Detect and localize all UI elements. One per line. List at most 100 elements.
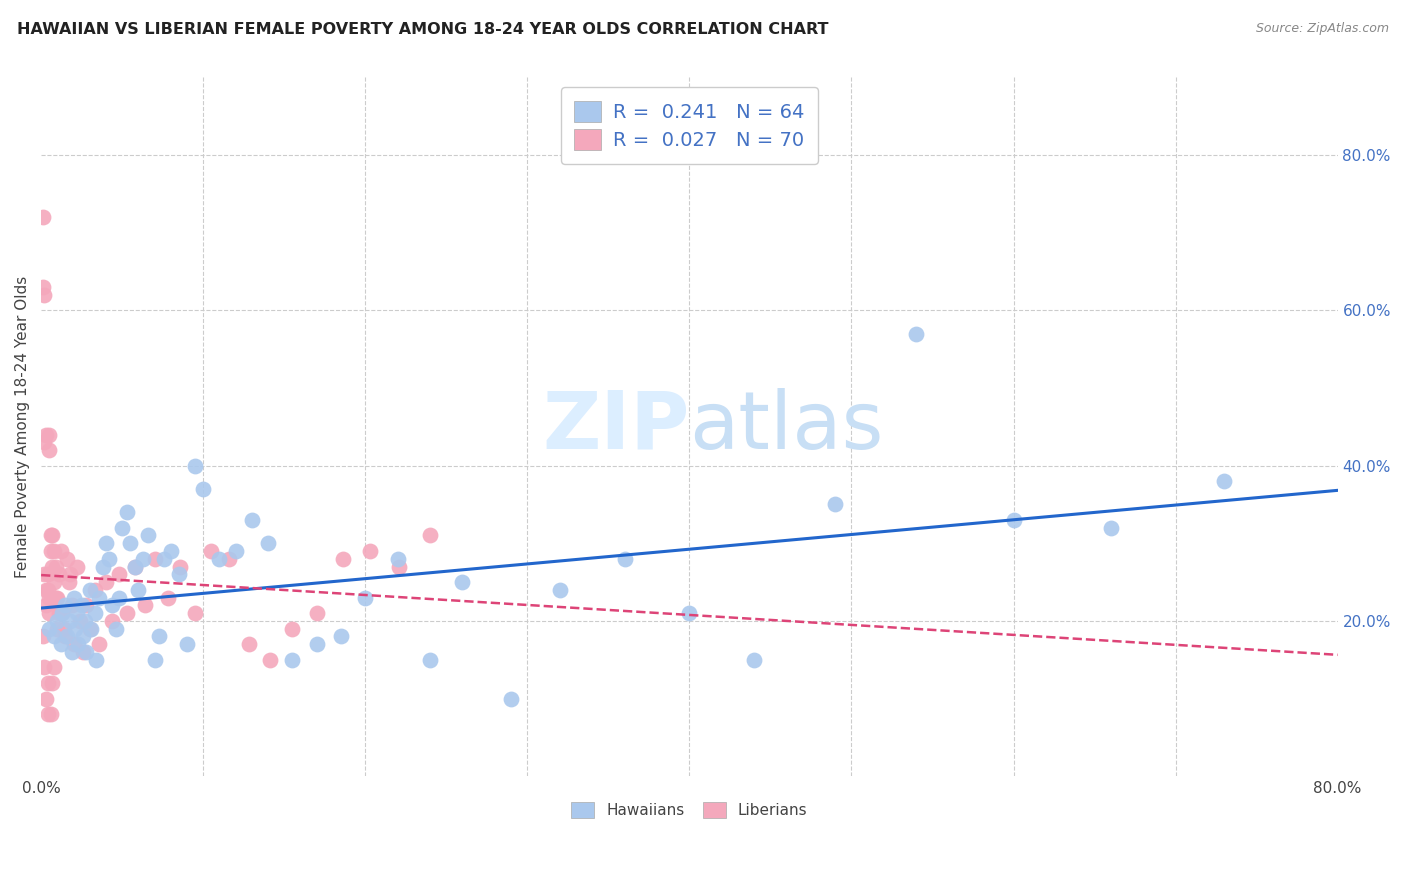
Point bbox=[62, 637, 84, 651]
Point bbox=[83, 582, 105, 597]
Point bbox=[42, 544, 65, 558]
Point bbox=[84, 653, 107, 667]
Point bbox=[59, 614, 82, 628]
Point bbox=[359, 544, 381, 558]
Point bbox=[184, 458, 207, 473]
Point bbox=[83, 606, 105, 620]
Point bbox=[41, 676, 63, 690]
Point bbox=[101, 599, 124, 613]
Point bbox=[62, 591, 84, 605]
Point bbox=[419, 528, 441, 542]
Point bbox=[38, 443, 60, 458]
Point bbox=[257, 536, 280, 550]
Point bbox=[39, 544, 62, 558]
Point bbox=[35, 427, 58, 442]
Point bbox=[76, 645, 98, 659]
Point bbox=[34, 660, 56, 674]
Point bbox=[451, 575, 474, 590]
Point bbox=[124, 559, 146, 574]
Point bbox=[56, 551, 79, 566]
Point bbox=[259, 653, 281, 667]
Point bbox=[108, 567, 131, 582]
Point bbox=[48, 606, 70, 620]
Point bbox=[37, 707, 59, 722]
Point bbox=[49, 544, 72, 558]
Point bbox=[108, 591, 131, 605]
Point bbox=[1002, 513, 1025, 527]
Point bbox=[41, 559, 63, 574]
Point bbox=[38, 622, 60, 636]
Point bbox=[169, 559, 191, 574]
Point bbox=[143, 653, 166, 667]
Text: atlas: atlas bbox=[689, 388, 884, 466]
Point bbox=[34, 567, 56, 582]
Point bbox=[35, 582, 58, 597]
Point bbox=[34, 288, 56, 302]
Point bbox=[148, 629, 170, 643]
Point bbox=[167, 567, 190, 582]
Point bbox=[134, 599, 156, 613]
Point bbox=[159, 544, 181, 558]
Point bbox=[101, 614, 124, 628]
Point bbox=[58, 575, 80, 590]
Point bbox=[281, 653, 304, 667]
Point bbox=[124, 559, 146, 574]
Point bbox=[35, 599, 58, 613]
Point bbox=[305, 637, 328, 651]
Point bbox=[66, 559, 89, 574]
Point bbox=[52, 622, 75, 636]
Point bbox=[143, 551, 166, 566]
Point bbox=[39, 528, 62, 542]
Point bbox=[388, 559, 411, 574]
Text: HAWAIIAN VS LIBERIAN FEMALE POVERTY AMONG 18-24 YEAR OLDS CORRELATION CHART: HAWAIIAN VS LIBERIAN FEMALE POVERTY AMON… bbox=[17, 22, 828, 37]
Point bbox=[127, 582, 149, 597]
Point bbox=[48, 567, 70, 582]
Point bbox=[184, 606, 207, 620]
Point bbox=[387, 551, 409, 566]
Point bbox=[193, 482, 215, 496]
Point bbox=[305, 606, 328, 620]
Point bbox=[419, 653, 441, 667]
Point bbox=[37, 582, 59, 597]
Point bbox=[89, 637, 111, 651]
Point bbox=[55, 629, 77, 643]
Point bbox=[38, 606, 60, 620]
Point bbox=[31, 629, 53, 643]
Point bbox=[31, 280, 53, 294]
Point bbox=[46, 622, 69, 636]
Point bbox=[72, 629, 94, 643]
Point bbox=[45, 559, 67, 574]
Point bbox=[42, 629, 65, 643]
Point bbox=[115, 505, 138, 519]
Point bbox=[132, 551, 155, 566]
Point bbox=[240, 513, 263, 527]
Point bbox=[37, 676, 59, 690]
Point bbox=[45, 591, 67, 605]
Point bbox=[42, 575, 65, 590]
Point bbox=[156, 591, 179, 605]
Point bbox=[120, 536, 142, 550]
Point bbox=[60, 645, 83, 659]
Point bbox=[824, 498, 846, 512]
Point bbox=[153, 551, 176, 566]
Point bbox=[38, 427, 60, 442]
Point bbox=[111, 521, 134, 535]
Point bbox=[46, 614, 69, 628]
Point bbox=[501, 691, 523, 706]
Point bbox=[51, 606, 73, 620]
Point bbox=[76, 599, 98, 613]
Point bbox=[208, 551, 231, 566]
Legend: Hawaiians, Liberians: Hawaiians, Liberians bbox=[565, 797, 814, 824]
Text: Source: ZipAtlas.com: Source: ZipAtlas.com bbox=[1256, 22, 1389, 36]
Point bbox=[89, 591, 111, 605]
Point bbox=[332, 551, 354, 566]
Point bbox=[41, 528, 63, 542]
Point bbox=[67, 637, 90, 651]
Point bbox=[73, 614, 96, 628]
Point bbox=[94, 536, 117, 550]
Y-axis label: Female Poverty Among 18-24 Year Olds: Female Poverty Among 18-24 Year Olds bbox=[15, 276, 30, 578]
Point bbox=[69, 614, 91, 628]
Point bbox=[34, 435, 56, 450]
Point bbox=[115, 606, 138, 620]
Point bbox=[98, 551, 121, 566]
